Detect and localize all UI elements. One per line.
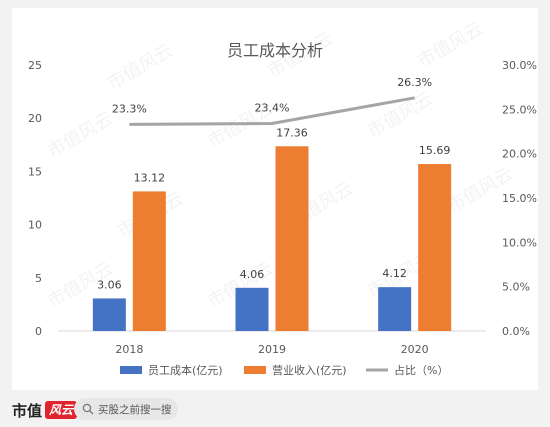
legend-label: 占比（%） xyxy=(394,363,448,377)
y-right-tick-label: 20.0% xyxy=(502,148,537,161)
bar xyxy=(378,287,412,331)
bar-value-label: 4.12 xyxy=(382,267,407,280)
bar xyxy=(92,298,126,331)
x-tick-label: 2020 xyxy=(401,343,429,356)
legend-swatch xyxy=(244,366,266,374)
search-icon xyxy=(82,403,94,415)
brand-text: 市值 xyxy=(12,401,43,420)
legend-swatch xyxy=(120,366,142,374)
brand-logo[interactable]: 市值 风云 xyxy=(12,400,78,420)
legend-label: 员工成本(亿元) xyxy=(148,363,223,377)
bar-value-label: 13.12 xyxy=(134,171,166,184)
y-left-tick-label: 5 xyxy=(35,272,42,285)
bar-value-label: 3.06 xyxy=(97,278,122,291)
y-right-tick-label: 5.0% xyxy=(502,281,530,294)
bar xyxy=(132,191,166,331)
bar xyxy=(275,146,309,331)
bar-value-label: 17.36 xyxy=(276,126,308,139)
y-right-tick-label: 15.0% xyxy=(502,192,537,205)
y-left-tick-label: 0 xyxy=(35,325,42,338)
line-value-label: 23.3% xyxy=(112,102,147,115)
y-left-tick-label: 10 xyxy=(28,219,42,232)
y-right-tick-label: 30.0% xyxy=(502,59,537,72)
watermark-text: 市值风云 xyxy=(414,18,487,72)
y-right-tick-label: 0.0% xyxy=(502,325,530,338)
line-series xyxy=(129,96,415,126)
y-left-tick-label: 25 xyxy=(28,59,42,72)
x-tick-label: 2019 xyxy=(258,343,286,356)
line-value-label: 26.3% xyxy=(397,76,432,89)
watermark-text: 市值风云 xyxy=(444,163,517,217)
chart-title: 员工成本分析 xyxy=(227,41,323,60)
line-value-label: 23.4% xyxy=(255,102,290,115)
search-placeholder: 买股之前搜一搜 xyxy=(98,403,172,416)
watermark-text: 市值风云 xyxy=(44,108,117,162)
footer-bar: 市值 风云 买股之前搜一搜 xyxy=(0,392,550,427)
chart-frame: 市值风云 市值风云 市值风云 市值风云 市值风云 市值风云 市值风云 市值风云 市值风云 市值风云… xyxy=(12,8,538,390)
x-tick-label: 2018 xyxy=(115,343,143,356)
y-right-tick-label: 25.0% xyxy=(502,103,537,116)
bar xyxy=(235,287,269,331)
watermark-text: 市值风云 xyxy=(104,40,177,94)
bar-value-label: 15.69 xyxy=(419,144,451,157)
y-right-tick-label: 10.0% xyxy=(502,236,537,249)
legend-label: 营业收入(亿元) xyxy=(272,363,347,377)
brand-mark: 风云 xyxy=(45,401,78,419)
bar-value-label: 4.06 xyxy=(240,268,265,281)
y-left-tick-label: 15 xyxy=(28,165,42,178)
watermark-text: 市值风云 xyxy=(364,88,437,142)
search-box[interactable]: 买股之前搜一搜 xyxy=(74,398,178,420)
bar xyxy=(418,164,452,331)
y-left-tick-label: 20 xyxy=(28,112,42,125)
